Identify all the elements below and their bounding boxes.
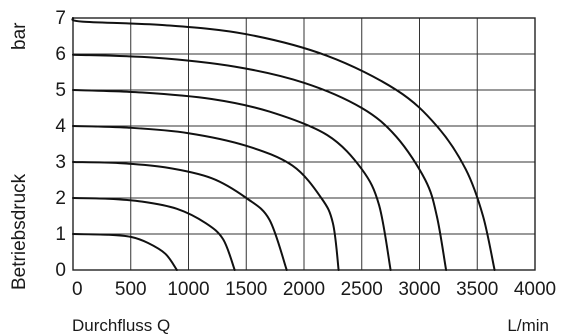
pressure-curve-7 xyxy=(71,17,496,271)
y-tick-label-7: 7 xyxy=(55,8,66,29)
y-tick-label-6: 6 xyxy=(55,44,66,65)
x-tick-label-7: 3500 xyxy=(456,279,498,300)
pressure-curve-1 xyxy=(72,233,178,271)
y-tick-label-2: 2 xyxy=(55,188,66,209)
y-tick-label-4: 4 xyxy=(55,116,66,137)
x-tick-label-5: 2500 xyxy=(341,279,383,300)
pressure-curve-6 xyxy=(72,53,448,271)
x-tick-label-0: 0 xyxy=(72,279,83,300)
plot-frame xyxy=(72,17,536,271)
pressure-curve-5 xyxy=(72,89,392,271)
pressure-curve-4 xyxy=(72,125,340,271)
pressure-curve-3 xyxy=(72,161,288,271)
x-tick-label-3: 1500 xyxy=(225,279,267,300)
x-axis-title: Durchfluss Q xyxy=(72,316,170,335)
y-tick-label-0: 0 xyxy=(55,260,66,281)
x-tick-label-8: 4000 xyxy=(514,279,556,300)
x-tick-label-4: 2000 xyxy=(283,279,325,300)
x-tick-label-1: 500 xyxy=(115,279,147,300)
y-tick-label-1: 1 xyxy=(55,224,66,245)
y-tick-label-3: 3 xyxy=(55,152,66,173)
y-axis-unit: bar xyxy=(9,22,30,50)
chart-curves xyxy=(71,17,496,271)
pressure-curve-2 xyxy=(72,197,236,271)
x-tick-label-2: 1000 xyxy=(167,279,209,300)
chart-ticks: 0 1 2 3 4 5 6 7 0 500 1000 1500 2000 2500 3000 3500 4000 xyxy=(55,8,556,300)
x-tick-label-6: 3000 xyxy=(398,279,440,300)
y-axis-title: Betriebsdruck xyxy=(9,173,30,290)
y-tick-label-5: 5 xyxy=(55,80,66,101)
chart-grid xyxy=(72,17,536,271)
x-axis-unit: L/min xyxy=(507,316,549,335)
